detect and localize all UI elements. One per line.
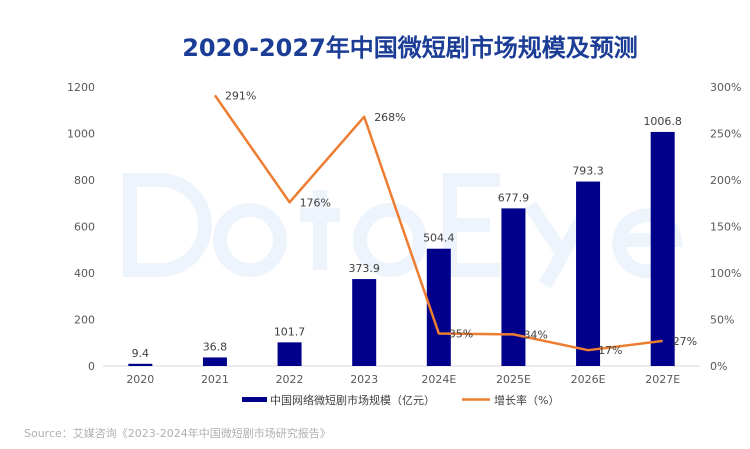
- y-tick-label: 1200: [67, 81, 95, 94]
- y-tick-label: 1000: [67, 128, 95, 141]
- bar-value-label: 9.4: [132, 347, 150, 360]
- bar: [128, 363, 153, 366]
- bar-value-label: 101.7: [274, 325, 306, 338]
- y2-tick-label: 300%: [710, 81, 741, 94]
- line-value-label: 27%: [673, 335, 697, 348]
- bar-value-label: 677.9: [498, 191, 530, 204]
- bar-value-label: 1006.8: [643, 115, 682, 128]
- legend-line-label: 增长率（%）: [494, 393, 559, 407]
- y2-tick-label: 100%: [710, 267, 741, 280]
- y2-tick-label: 200%: [710, 174, 741, 187]
- x-tick-label: 2027E: [645, 373, 680, 386]
- y-tick-label: 600: [74, 221, 95, 234]
- line-value-label: 17%: [598, 344, 622, 357]
- bar: [352, 279, 377, 366]
- source-note: Source：艾媒咨询《2023-2024年中国微短剧市场研究报告》: [24, 427, 331, 440]
- x-tick-label: 2020: [126, 373, 154, 386]
- bar-value-label: 793.3: [572, 165, 604, 178]
- line-value-label: 34%: [523, 328, 547, 341]
- legend-bar-swatch: [242, 397, 267, 402]
- bar: [202, 357, 227, 366]
- y2-tick-label: 0%: [710, 360, 727, 373]
- y2-tick-label: 250%: [710, 128, 741, 141]
- y-tick-label: 400: [74, 267, 95, 280]
- y-tick-label: 0: [88, 360, 95, 373]
- bar: [501, 208, 526, 366]
- x-tick-label: 2022: [276, 373, 304, 386]
- line-value-label: 176%: [300, 196, 331, 209]
- bar-value-label: 36.8: [203, 340, 228, 353]
- y2-tick-label: 150%: [710, 221, 741, 234]
- bar: [277, 342, 302, 366]
- bar-value-label: 373.9: [348, 262, 380, 275]
- x-tick-label: 2025E: [496, 373, 531, 386]
- line-value-label: 268%: [374, 111, 405, 124]
- y-tick-label: 200: [74, 314, 95, 327]
- chart-title: 2020-2027年中国微短剧市场规模及预测: [182, 34, 638, 62]
- bar: [650, 131, 675, 366]
- bar: [576, 181, 601, 366]
- x-tick-label: 2024E: [421, 373, 456, 386]
- y-tick-label: 800: [74, 174, 95, 187]
- line-value-label: 291%: [225, 89, 256, 102]
- line-value-label: 35%: [449, 327, 473, 340]
- bar-value-label: 504.4: [423, 232, 455, 245]
- y2-tick-label: 50%: [710, 314, 734, 327]
- legend-bar-label: 中国网络微短剧市场规模（亿元）: [270, 393, 435, 407]
- legend: 中国网络微短剧市场规模（亿元） 增长率（%）: [242, 393, 559, 407]
- x-tick-label: 2021: [201, 373, 229, 386]
- x-tick-label: 2023: [350, 373, 378, 386]
- x-tick-label: 2026E: [571, 373, 606, 386]
